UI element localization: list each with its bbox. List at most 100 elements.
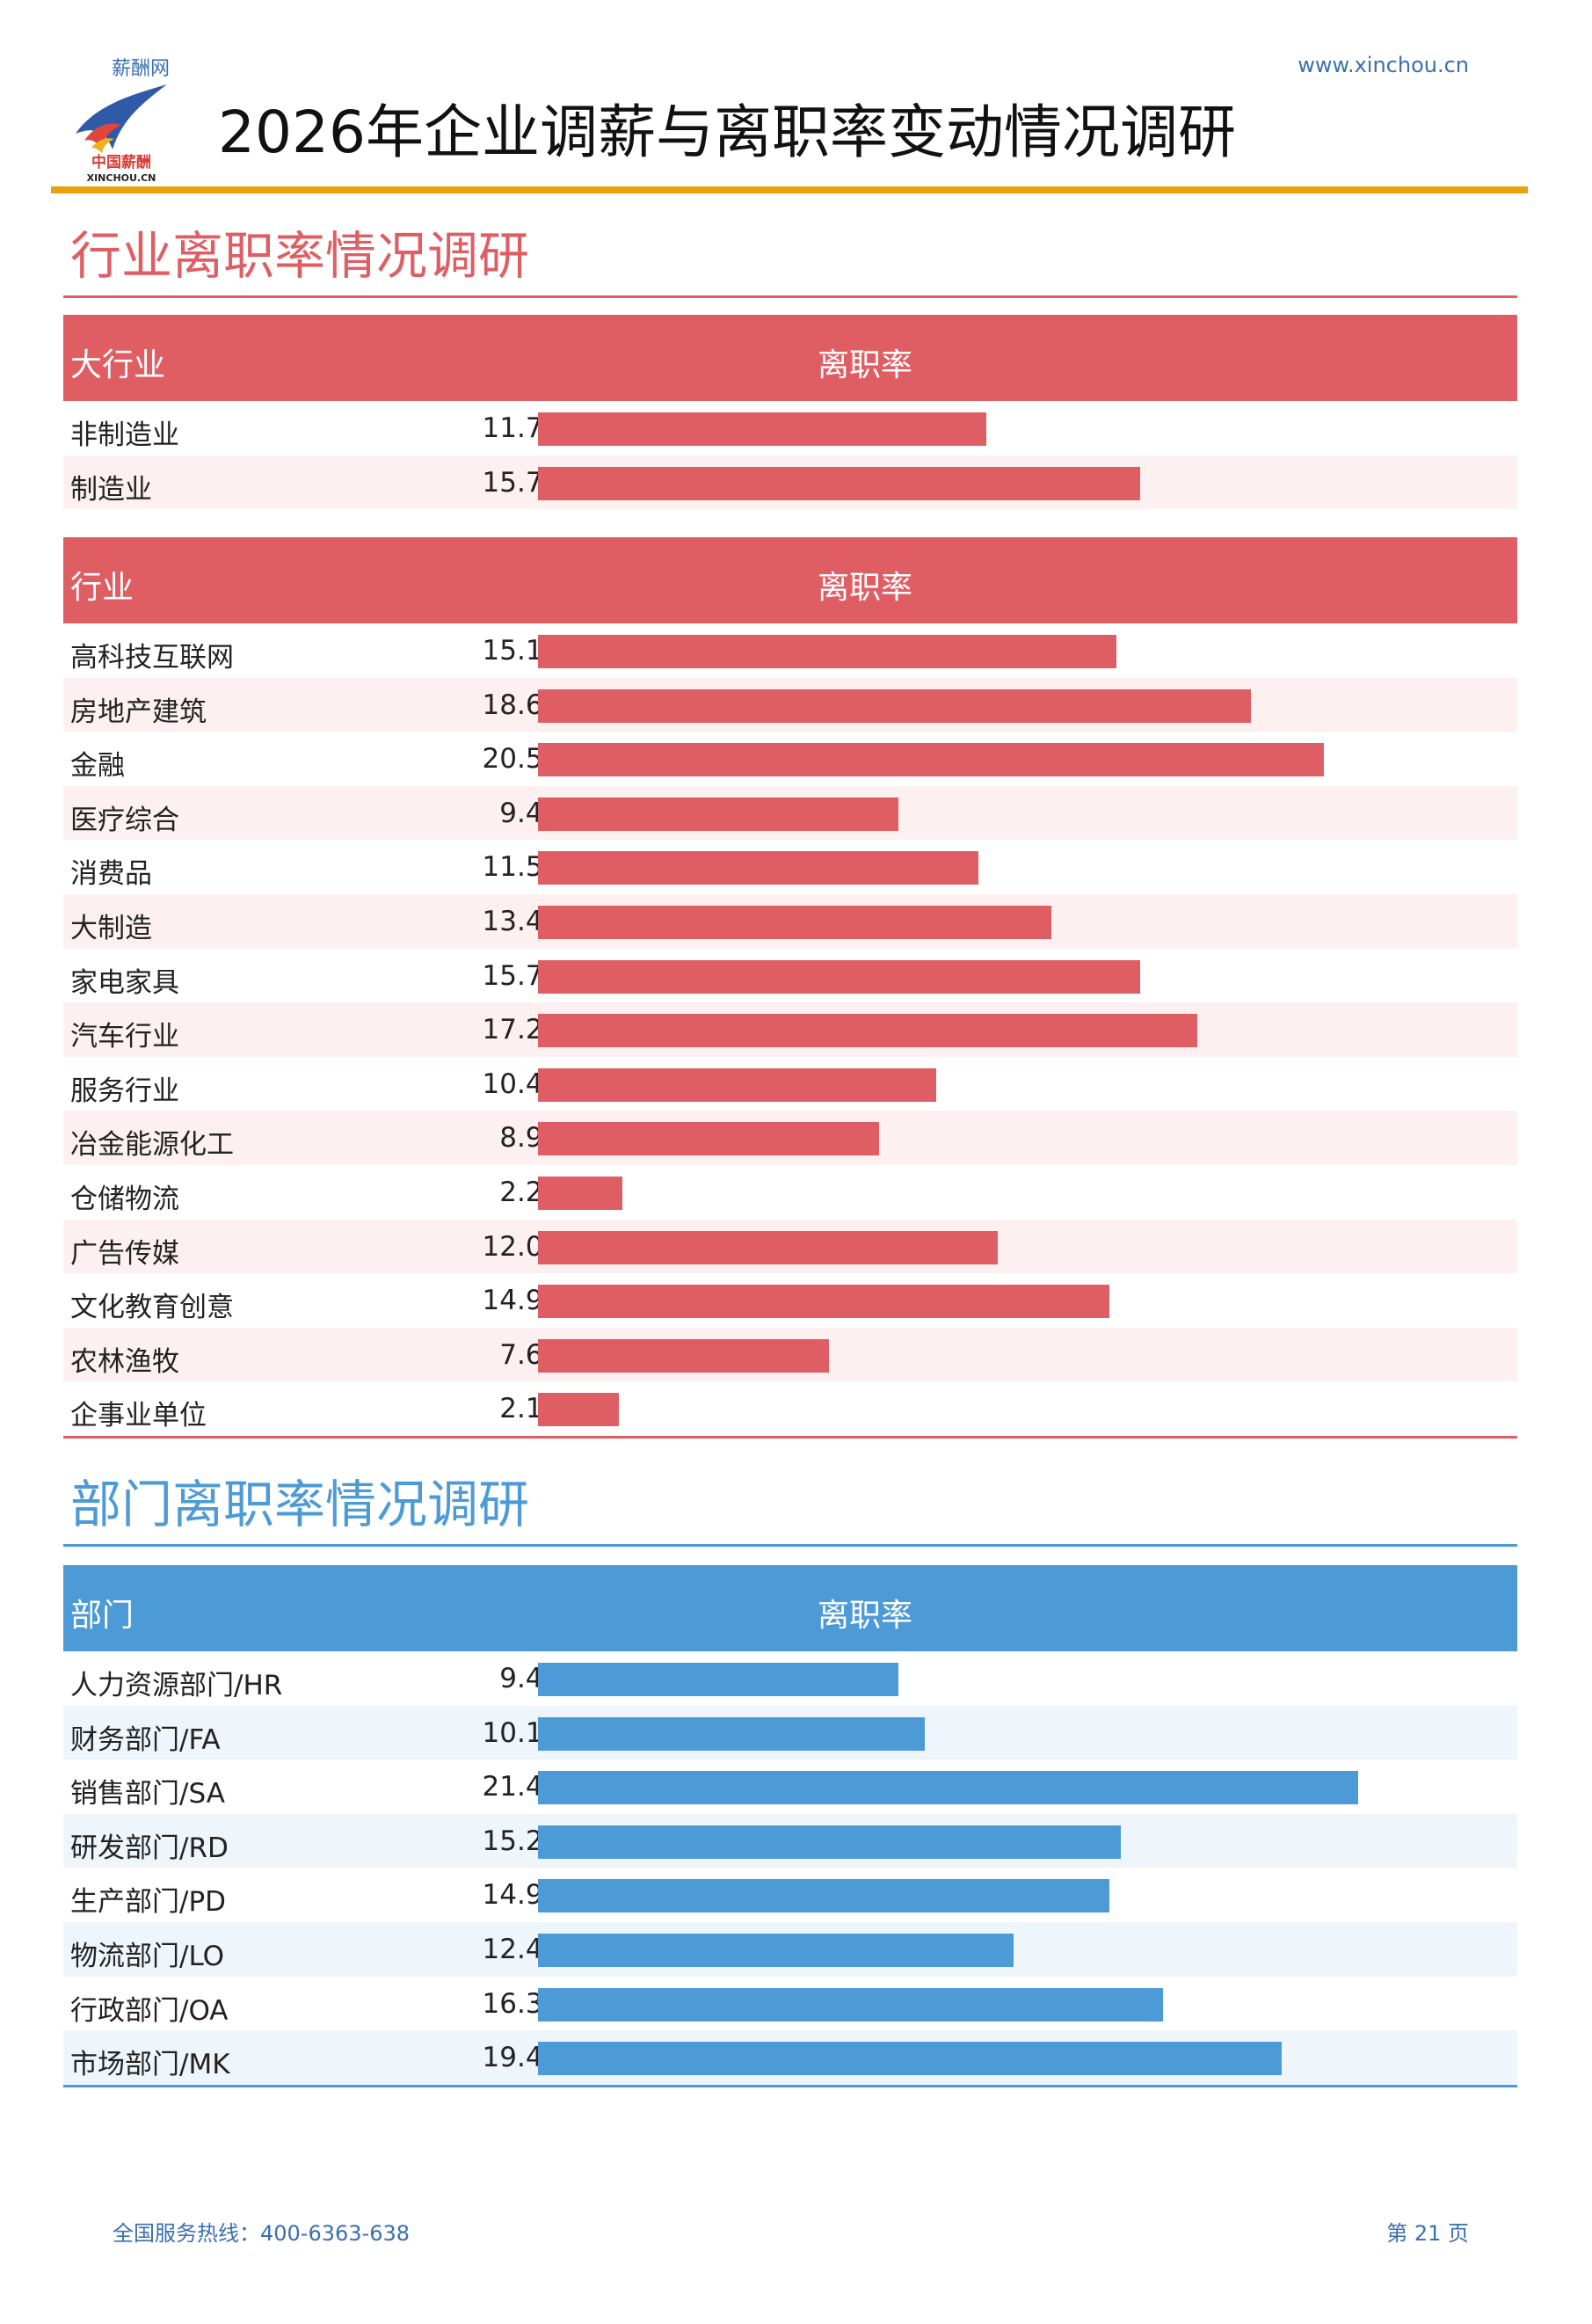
table-row: 制造业 15.7% — [63, 455, 1517, 510]
rate-bar — [538, 688, 1251, 723]
table-row: 物流部门/LO 12.4% — [63, 1921, 1517, 1977]
rate-bar — [538, 1014, 1197, 1048]
rate-bar — [538, 905, 1052, 939]
row-label: 人力资源部门/HR — [70, 1670, 283, 1701]
column-header-category: 大行业 — [70, 347, 166, 383]
column-header-rate: 离职率 — [817, 347, 912, 383]
row-label: 销售部门/SA — [70, 1778, 225, 1810]
rate-bar — [538, 1716, 926, 1751]
table-row: 消费品 11.5% — [63, 840, 1517, 894]
row-label: 房地产建筑 — [70, 696, 207, 728]
table-row: 房地产建筑 18.6% — [63, 677, 1517, 732]
department-section-rule — [63, 1544, 1517, 1547]
table-row: 销售部门/SA 21.4% — [63, 1759, 1517, 1814]
rate-bar — [538, 851, 979, 885]
industry-table: 行业 离职率 高科技互联网 15.1% 房地产建筑 18.6% 金融 20.5% 医疗综合 9… — [63, 537, 1517, 1439]
rate-bar — [538, 412, 987, 446]
table-row: 农林渔牧 7.6% — [63, 1327, 1517, 1382]
rate-bar — [538, 635, 1117, 668]
row-label: 仓储物流 — [70, 1183, 179, 1215]
row-label: 农林渔牧 — [70, 1345, 179, 1378]
rate-bar — [538, 959, 1140, 994]
row-label: 行政部门/OA — [70, 1994, 229, 2027]
table-row: 研发部门/RD 15.2% — [63, 1813, 1517, 1869]
row-label: 财务部门/FA — [70, 1723, 221, 1756]
rate-bar — [538, 466, 1140, 500]
row-label: 服务行业 — [70, 1075, 179, 1107]
table-row: 医疗综合 9.4% — [63, 785, 1517, 841]
table-row: 冶金能源化工 8.9% — [63, 1111, 1517, 1165]
logo-text-cn: 中国薪酬 — [91, 153, 151, 171]
site-url-link[interactable]: www.xinchou.cn — [1298, 53, 1469, 77]
table-row: 广告传媒 12.0% — [63, 1219, 1517, 1274]
rate-bar — [538, 1230, 999, 1264]
row-label: 家电家具 — [70, 966, 179, 999]
department-section-title: 部门离职率情况调研 — [70, 1475, 530, 1534]
page-number: 第 21 页 — [1386, 2221, 1469, 2246]
row-label: 高科技互联网 — [70, 642, 234, 674]
rate-bar — [538, 1067, 937, 1102]
column-header-rate: 离职率 — [817, 1598, 912, 1634]
row-label: 冶金能源化工 — [70, 1129, 234, 1162]
rate-bar — [538, 1933, 1014, 1967]
table-row: 家电家具 15.7% — [63, 948, 1517, 1003]
table-row: 大制造 13.4% — [63, 893, 1517, 949]
table-row: 市场部门/MK 19.4% — [63, 2030, 1517, 2085]
table-row: 非制造业 11.7% — [63, 401, 1517, 455]
major-industry-rows: 非制造业 11.7% 制造业 15.7% — [63, 401, 1517, 510]
header-rule — [51, 186, 1528, 193]
table-row: 高科技互联网 15.1% — [63, 623, 1517, 678]
table-row: 财务部门/FA 10.1% — [63, 1705, 1517, 1760]
xinchou-logo: 中国薪酬 XINCHOU.CN — [76, 84, 167, 184]
table-row: 行政部门/OA 16.3% — [63, 1976, 1517, 2031]
rate-bar — [538, 1825, 1121, 1859]
major-industry-table: 大行业 离职率 非制造业 11.7% 制造业 15.7% — [63, 315, 1517, 510]
rate-bar — [538, 1122, 880, 1156]
table-row: 文化教育创意 14.9% — [63, 1273, 1517, 1328]
table-row: 服务行业 10.4% — [63, 1056, 1517, 1111]
rate-bar — [538, 743, 1324, 777]
row-label: 金融 — [70, 750, 125, 783]
row-label: 文化教育创意 — [70, 1292, 234, 1324]
row-label: 汽车行业 — [70, 1021, 179, 1053]
table-row: 生产部门/PD 14.9% — [63, 1868, 1517, 1922]
row-label: 企事业单位 — [70, 1400, 207, 1432]
rate-bar — [538, 1663, 898, 1696]
column-header-department: 部门 — [70, 1598, 134, 1634]
table-row: 人力资源部门/HR 9.4% — [63, 1651, 1517, 1706]
rate-bar — [538, 1338, 830, 1373]
row-label: 广告传媒 — [70, 1237, 179, 1270]
row-label: 研发部门/RD — [70, 1832, 229, 1864]
rate-bar — [538, 2042, 1282, 2076]
row-label: 生产部门/PD — [70, 1886, 227, 1919]
table-row: 企事业单位 2.1% — [63, 1381, 1517, 1436]
department-table: 部门 离职率 人力资源部门/HR 9.4% 财务部门/FA 10.1% 销售部门/SA 2… — [63, 1565, 1517, 2087]
table-row: 金融 20.5% — [63, 732, 1517, 786]
rate-bar — [538, 1285, 1109, 1319]
row-label: 物流部门/LO — [70, 1940, 225, 1972]
rate-bar — [538, 797, 898, 831]
table-row: 仓储物流 2.2% — [63, 1164, 1517, 1220]
column-header-category: 行业 — [70, 570, 134, 606]
table-row: 汽车行业 17.2% — [63, 1002, 1517, 1057]
row-label: 市场部门/MK — [70, 2049, 230, 2081]
brand-name: 薪酬网 — [112, 58, 171, 80]
row-label: 医疗综合 — [70, 804, 179, 836]
row-label: 制造业 — [70, 473, 152, 506]
document-title: 2026年企业调薪与离职率变动情况调研 — [218, 98, 1236, 166]
service-hotline: 全国服务热线：400-6363-638 — [113, 2221, 411, 2246]
logo-text-en: XINCHOU.CN — [87, 172, 156, 184]
rate-bar — [538, 1176, 622, 1210]
industry-section-title: 行业离职率情况调研 — [70, 226, 530, 286]
row-label: 非制造业 — [70, 419, 179, 451]
table-header: 大行业 离职率 — [63, 315, 1517, 401]
industry-section-rule — [63, 295, 1517, 298]
rate-bar — [538, 1879, 1109, 1913]
table-header: 部门 离职率 — [63, 1565, 1517, 1651]
rate-bar — [538, 1987, 1163, 2022]
row-label: 消费品 — [70, 858, 152, 891]
row-label: 大制造 — [70, 912, 152, 944]
rate-bar — [538, 1393, 619, 1427]
rate-bar — [538, 1771, 1359, 1805]
department-rows: 人力资源部门/HR 9.4% 财务部门/FA 10.1% 销售部门/SA 21.4% 研发部… — [63, 1651, 1517, 2085]
